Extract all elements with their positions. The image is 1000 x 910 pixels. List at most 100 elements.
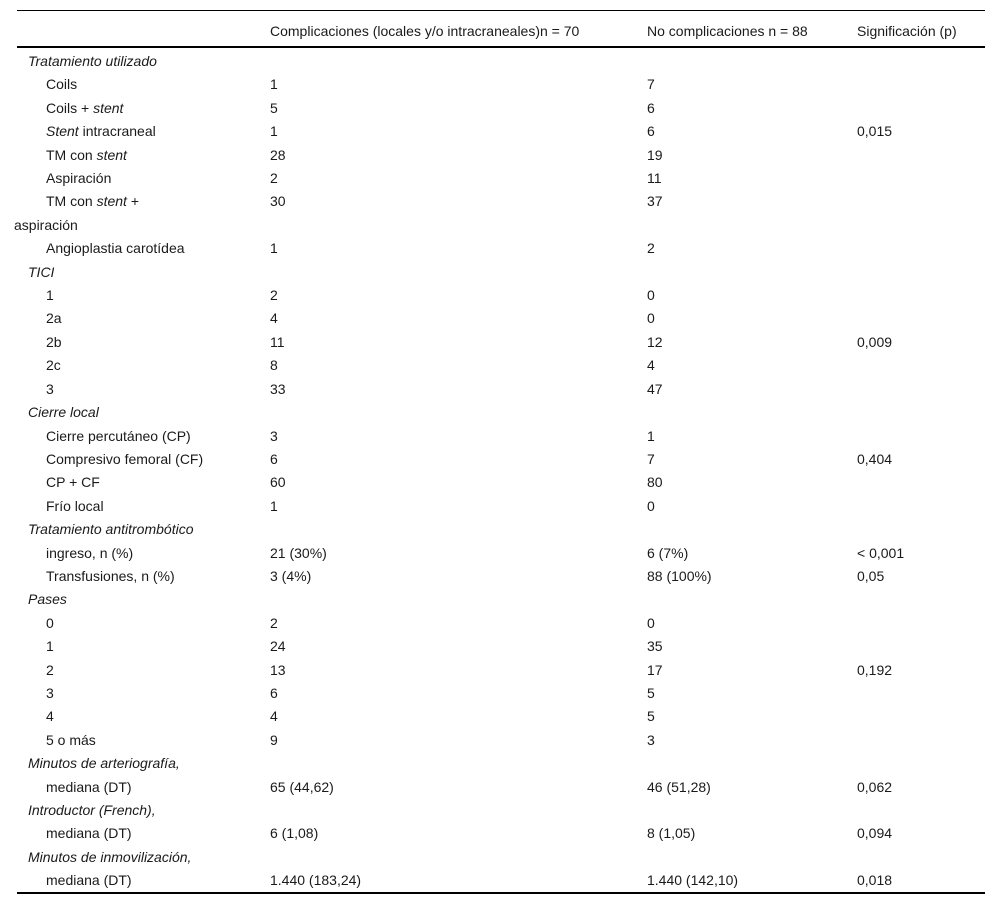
no-complications-value: 46 (51,28) [647,778,711,795]
no-complications-value: 11 [647,170,662,187]
table-row: Minutos de inmovilización, [0,846,1000,869]
table-row: mediana (DT) 65 (44,62) 46 (51,28) 0,062 [0,776,1000,799]
table-row: Transfusiones, n (%) 3 (4%) 88 (100%) 0,05 [0,565,1000,588]
complications-value: 1 [270,76,278,93]
row-label: 3 [46,380,54,397]
complications-value: 3 (4%) [270,567,312,584]
complications-value: 6 (1,08) [270,825,319,842]
complications-value: 1 [270,497,278,514]
table-row: TM con stent 28 19 [0,144,1000,167]
complications-value: 6 [270,450,278,467]
complications-value: 6 [270,684,278,701]
no-complications-value: 7 [647,76,655,93]
table-row: Minutos de arteriografía, [0,752,1000,775]
complications-value: 4 [270,708,278,725]
row-label: 1 [46,287,54,304]
table-row: TICI [0,261,1000,284]
significance-value: 0,05 [857,567,885,584]
significance-value: 0,404 [857,450,893,467]
row-label: mediana (DT) [46,872,132,889]
table-header-row: Complicaciones (locales y/o intracraneal… [0,0,1000,46]
row-label: 2c [46,357,61,374]
complications-value: 30 [270,193,286,210]
row-label: 2 [46,661,54,678]
table-row: 3 6 5 [0,682,1000,705]
row-label: Coils [46,76,78,93]
no-complications-value: 12 [647,333,663,350]
row-label: mediana (DT) [46,825,132,842]
row-label: ingreso, n (%) [46,544,134,561]
section-label: Introductor (French), [28,802,156,818]
no-complications-value: 2 [647,240,655,257]
header-significance-column: Significación (p) [857,23,957,39]
section-label: Cierre local [28,404,99,421]
row-label: Aspiración [46,170,112,187]
no-complications-value: 6 [647,99,655,116]
table-row: 2b 11 12 0,009 [0,331,1000,354]
complications-value: 13 [270,661,286,678]
table-row: 4 4 5 [0,705,1000,728]
no-complications-value: 5 [647,684,655,701]
row-label: 3 [46,684,54,701]
row-label: 5 o más [46,731,96,748]
no-complications-value: 0 [647,287,655,304]
significance-value: 0,062 [857,778,893,795]
significance-value: 0,094 [857,825,893,842]
no-complications-value: 0 [647,614,655,631]
table-row: 2a 4 0 [0,307,1000,330]
row-label: 2a [46,310,62,327]
no-complications-value: 17 [647,661,663,678]
row-label: TM con stent [46,146,127,163]
table-row: Tratamiento utilizado [0,50,1000,73]
no-complications-value: 4 [647,357,655,374]
complications-value: 28 [270,146,286,163]
row-label: Transfusiones, n (%) [46,567,175,584]
no-complications-value: 1 [647,427,655,444]
complications-value: 9 [270,731,278,748]
table-row: Aspiración 2 11 [0,167,1000,190]
table-row: 0 2 0 [0,612,1000,635]
section-label: Tratamiento antitrombótico [28,521,194,538]
complications-value: 60 [270,474,286,491]
row-label: Frío local [46,497,104,514]
complications-value: 2 [270,170,278,187]
table-row: Coils + stent 5 6 [0,97,1000,120]
row-label: 0 [46,614,54,631]
no-complications-value: 3 [647,731,655,748]
table-bottom-rule [17,892,985,894]
no-complications-value: 8 (1,05) [647,825,696,842]
row-label: Angioplastia carotídea [46,240,185,257]
row-label: CP + CF [46,474,100,491]
table-body: Tratamiento utilizado Coils 1 7 Coils + sten… [0,50,1000,893]
significance-value: 0,018 [857,872,893,889]
table-row: Cierre percutáneo (CP) 3 1 [0,425,1000,448]
no-complications-value: 35 [647,638,663,655]
table-row: 5 o más 9 3 [0,729,1000,752]
row-label: Cierre percutáneo (CP) [46,427,191,444]
complications-value: 1 [270,123,278,140]
complications-value: 5 [270,99,278,116]
section-label: TICI [28,263,55,280]
table-row: Introductor (French), [0,799,1000,822]
significance-value: 0,192 [857,661,893,678]
table-row: 2c 8 4 [0,354,1000,377]
table-row: 2 13 17 0,192 [0,659,1000,682]
header-no-complications-column: No complicaciones n = 88 [647,23,808,39]
table-row: mediana (DT) 6 (1,08) 8 (1,05) 0,094 [0,822,1000,845]
no-complications-value: 6 (7%) [647,544,689,561]
table-row: Angioplastia carotídea 1 2 [0,237,1000,260]
table-row: TM con stent + aspiración 30 37 [0,190,1000,237]
no-complications-value: 0 [647,497,655,514]
section-label: Pases [28,591,67,608]
table-row: 1 24 35 [0,635,1000,658]
row-label: Stent intracraneal [46,123,156,140]
no-complications-value: 47 [647,380,663,397]
complications-value: 8 [270,357,278,374]
significance-value: < 0,001 [857,544,905,561]
no-complications-value: 6 [647,123,655,140]
table-row: mediana (DT) 1.440 (183,24) 1.440 (142,10)… [0,869,1000,892]
table-row: 3 33 47 [0,378,1000,401]
no-complications-value: 5 [647,708,655,725]
row-label: Coils + stent [46,99,124,116]
